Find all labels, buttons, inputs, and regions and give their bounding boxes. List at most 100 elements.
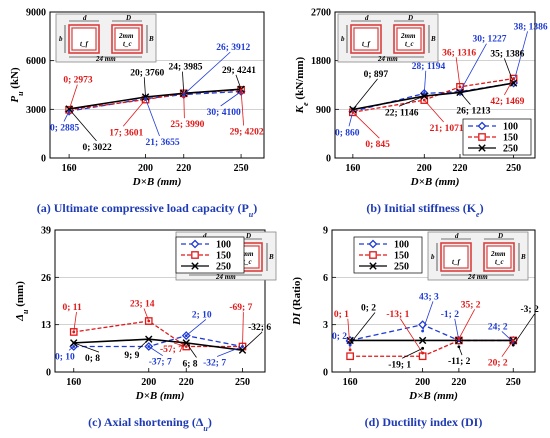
panel-caption: (b) Initial stiffness (Ke) (366, 201, 483, 219)
data-point (346, 352, 354, 361)
x-tick-label: 200 (417, 163, 432, 174)
inset-label-tc: t_c (123, 40, 132, 48)
y-tick-label: 39 (41, 226, 51, 237)
inset-label-24mm: 24 mm (467, 273, 488, 281)
annotation-label: 28; 1194 (412, 62, 446, 72)
x-tick-label: 220 (176, 163, 191, 174)
caption-text: (d) Ductility index (DI) (365, 415, 483, 429)
caption-subscript: u (249, 210, 254, 219)
annotation-label: 24; 3985 (168, 63, 202, 73)
y-tick-label: 3000 (26, 105, 46, 116)
annotation-arrow (348, 111, 354, 127)
annotation-label: 29; 4241 (222, 66, 256, 76)
annotation-label: -13; 1 (386, 310, 409, 320)
legend-swatch-marker (368, 239, 378, 249)
annotation: 0; 897 (351, 70, 388, 111)
inset-label-B: B (268, 253, 274, 261)
annotation-arrowhead (147, 337, 151, 341)
outer-tube-inner (486, 245, 512, 269)
annotation-arrow (73, 312, 77, 333)
plot-frame (49, 11, 265, 159)
legend-label: 250 (216, 262, 231, 273)
annotation-label: 38; 1386 (514, 22, 548, 32)
annotation: 25; 3990 (170, 91, 205, 130)
annotation-arrow (512, 313, 535, 346)
annotation-arrow (173, 342, 187, 347)
legend-swatch-marker (190, 239, 200, 249)
series-150 (69, 317, 247, 351)
annotation-label: 0; 3022 (82, 143, 112, 153)
outer-tube (393, 24, 425, 54)
annotation-arrow (400, 318, 423, 354)
annotation-label: -37; 7 (149, 358, 172, 368)
annotation: 0; 8 (72, 341, 100, 364)
inset-label-b: b (59, 35, 63, 43)
annotation-arrowhead (184, 341, 188, 345)
plot-frame (54, 229, 266, 373)
x-stroke (478, 144, 486, 152)
y-axis-symbol: Δ (14, 314, 26, 322)
annotation-label: 36; 1316 (442, 48, 476, 58)
caption-subscript: e (476, 210, 480, 219)
annotation-arrow (143, 77, 146, 98)
annotation-arrow (352, 78, 378, 110)
annotation: 20; 3760 (130, 68, 165, 99)
panel-caption: (c) Axial shortening (Δu) (88, 415, 212, 433)
annotation-arrow (143, 308, 150, 322)
annotation-label: 0; 10 (55, 352, 75, 362)
legend-swatch-marker (369, 251, 377, 259)
y-tick-label: 3 (323, 320, 328, 331)
inset-label-D: D (407, 14, 413, 22)
annotation-arrowhead (422, 98, 426, 102)
annotation-label: 2; 10 (192, 310, 212, 320)
annotation-arrowhead (239, 88, 243, 92)
y-axis-label: Pu (kN) (9, 67, 25, 103)
x-stroke (418, 336, 427, 345)
outer-tube-inner (396, 27, 422, 51)
annotation-label: -1; 2 (441, 310, 459, 320)
inset-label-tf: t_f (80, 40, 88, 48)
annotation-label: 35; 2 (461, 300, 481, 310)
caption-end: ) (253, 201, 257, 215)
annotation: 35; 2 (457, 300, 481, 341)
annotation: 42; 1469 (490, 77, 525, 107)
y-tick-label: 9 (323, 226, 328, 237)
annotation-arrowhead (72, 341, 76, 345)
y-tick-label: 26 (41, 273, 51, 284)
y-tick-label: 0 (323, 368, 328, 379)
annotation: 43; 3 (419, 292, 439, 333)
annotation-label: -32; 6 (248, 323, 271, 333)
inset-label-B: B (430, 35, 436, 43)
annotation: 36; 1316 (442, 48, 476, 89)
inset-label-d: d (365, 14, 369, 22)
annotation: 26; 1213 (456, 91, 491, 117)
annotation-label: -3; 2 (521, 305, 539, 315)
core-tube (68, 24, 100, 54)
y-axis-unit: (kN) (9, 67, 21, 91)
legend-label: 100 (394, 240, 409, 251)
annotation-arrowhead (421, 351, 425, 355)
series-line (73, 338, 243, 351)
x-tick-label: 160 (62, 163, 77, 174)
annotation-arrowhead (182, 93, 186, 96)
annotation-label: 0; 2 (332, 332, 347, 342)
y-axis-label: DI (Ratio) (291, 277, 303, 326)
annotation-arrowhead (421, 346, 425, 350)
annotation-label: 0; 2885 (50, 123, 80, 133)
annotation-arrow (216, 346, 243, 357)
annotation: 30; 1227 (458, 35, 507, 94)
annotation: 35; 1386 (490, 49, 525, 85)
annotation: 9; 9 (124, 337, 151, 361)
y-axis-unit: (mm) (14, 281, 26, 310)
annotation-arrowhead (422, 92, 426, 95)
annotation-label: 0; 8 (85, 354, 100, 364)
panel-caption: (a) Ultimate compressive load capacity (… (37, 201, 258, 219)
annotation: -13; 1 (386, 310, 425, 355)
annotation-label: 29; 4202 (230, 127, 264, 137)
panel-caption: (d) Ductility index (DI) (365, 415, 483, 429)
inset-label-D: D (245, 232, 251, 240)
annotation-arrowhead (241, 345, 244, 348)
